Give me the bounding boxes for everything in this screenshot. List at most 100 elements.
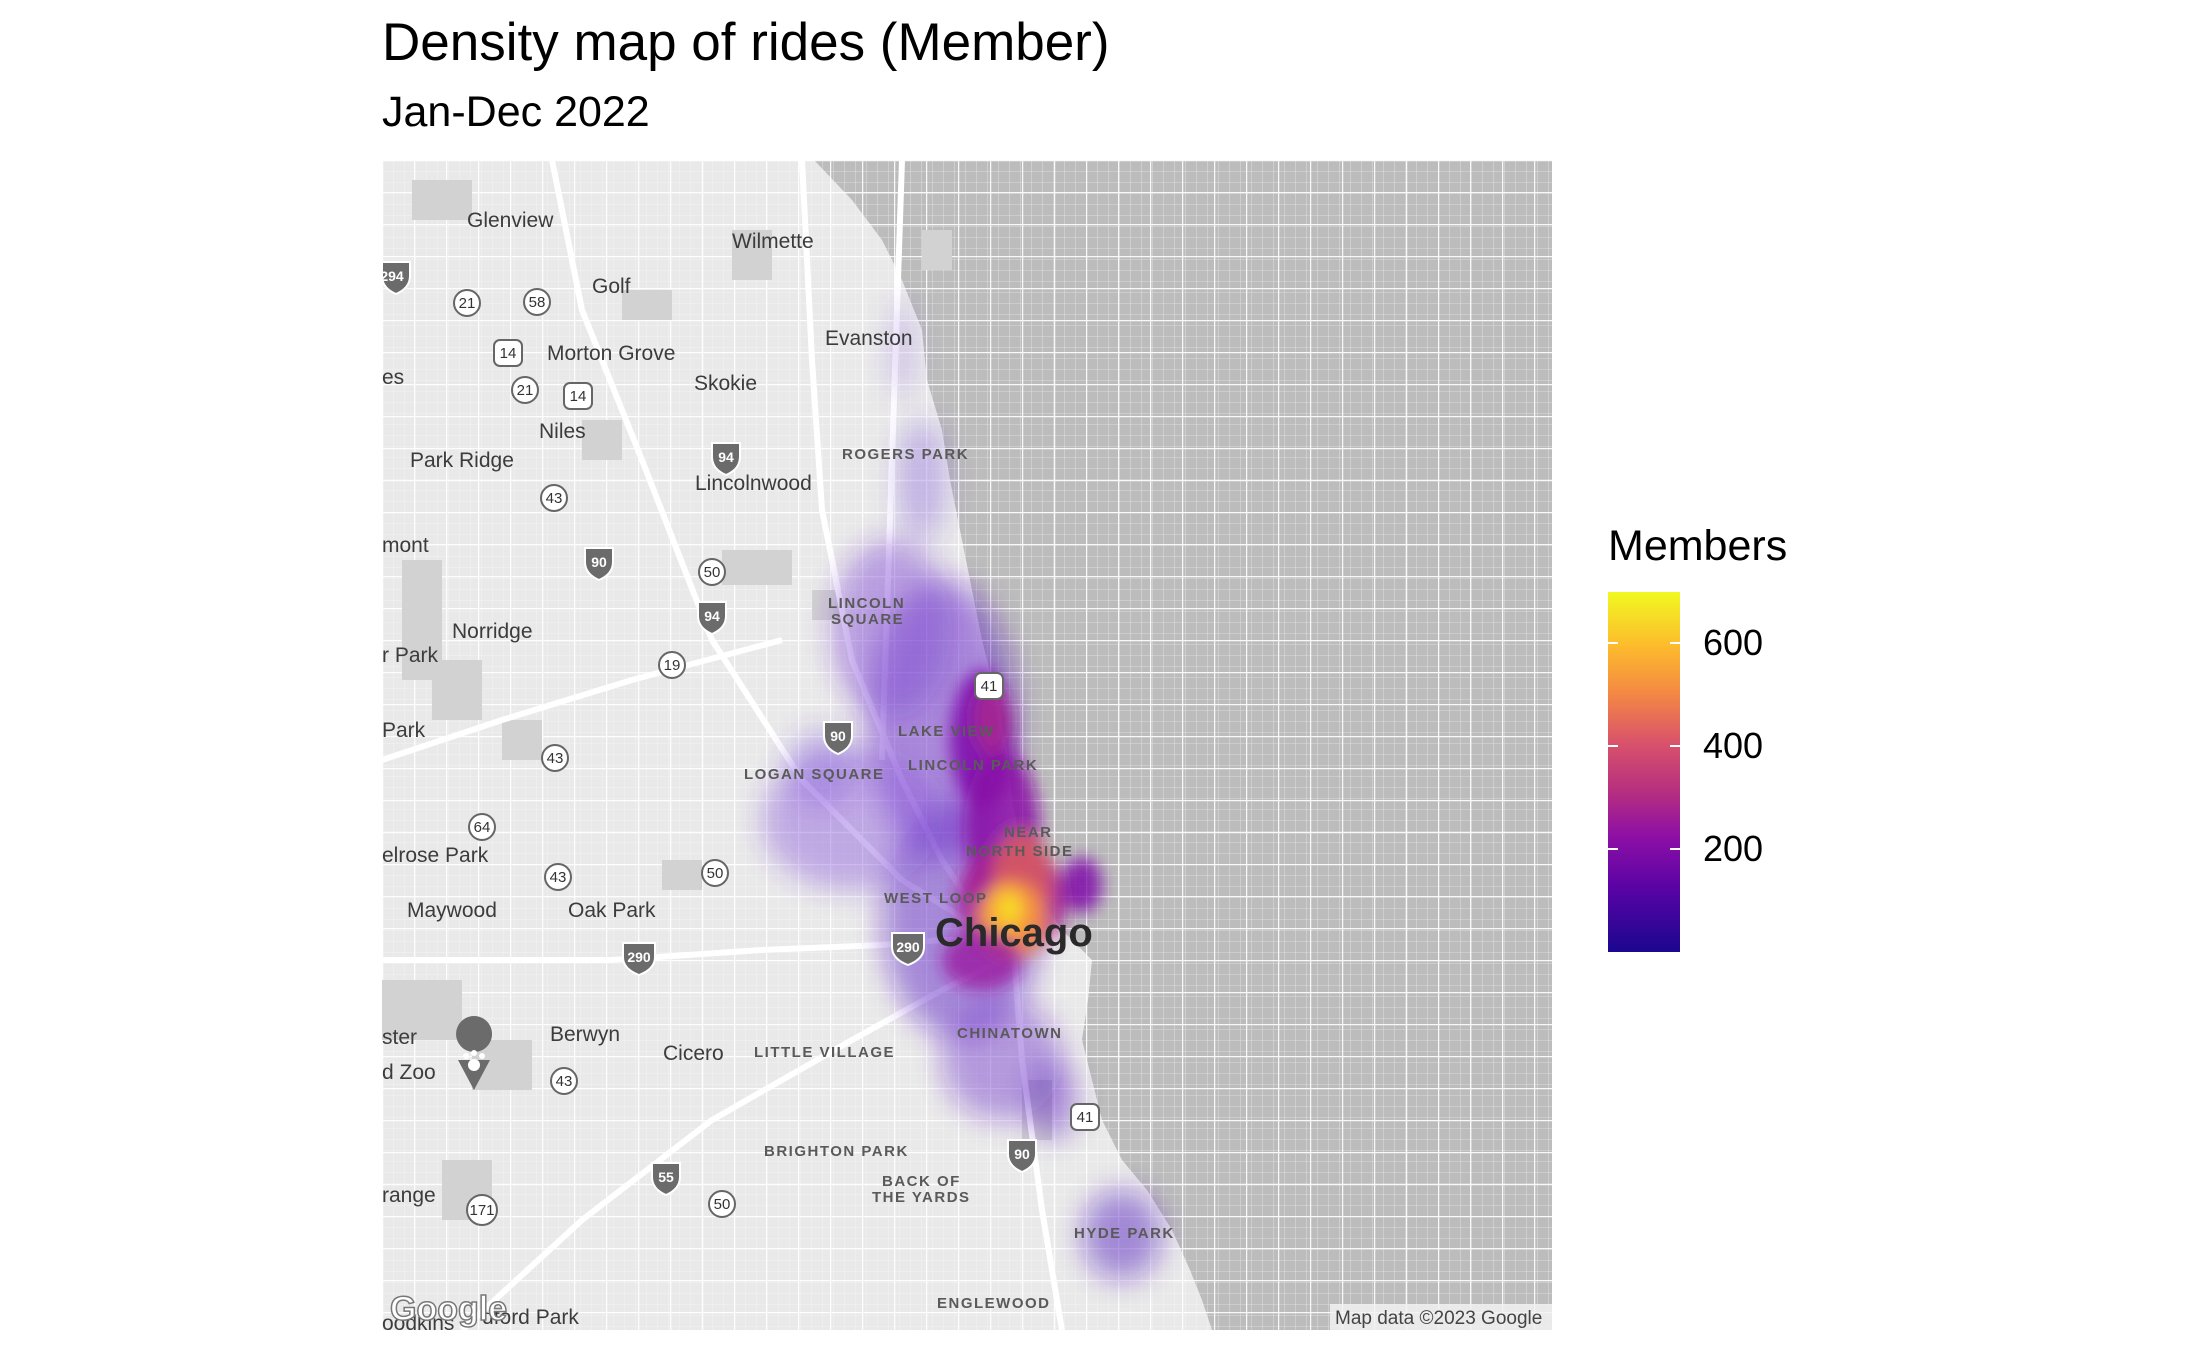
density-map[interactable]: Glenview Wilmette Golf Evanston Morton G…: [382, 160, 1552, 1330]
svg-text:14: 14: [500, 345, 517, 362]
neighborhood-label: ENGLEWOOD: [937, 1295, 1051, 1312]
legend-tick-mark: [1670, 642, 1680, 645]
interstate-shield: 55: [651, 1162, 681, 1197]
legend-tick-mark: [1670, 745, 1680, 748]
interstate-shield: 294: [382, 261, 411, 296]
zoo-pin-icon[interactable]: [456, 1016, 493, 1090]
neighborhood-label: NEAR: [1004, 824, 1053, 841]
svg-text:43: 43: [550, 869, 567, 886]
svg-text:55: 55: [658, 1169, 674, 1185]
svg-text:290: 290: [627, 949, 651, 965]
interstate-shield: 94: [711, 442, 741, 477]
route-shield: 58: [523, 288, 551, 316]
place-label: Lincolnwood: [695, 472, 812, 495]
place-label: es: [382, 366, 404, 389]
interstate-shield: 90: [1007, 1139, 1037, 1174]
place-label: Oak Park: [568, 899, 656, 922]
place-label: Skokie: [694, 372, 757, 395]
neighborhood-label: HYDE PARK: [1074, 1225, 1175, 1242]
place-label: r Park: [382, 644, 439, 667]
neighborhood-labels: ROGERS PARK LINCOLN SQUARE LAKE VIEW LIN…: [744, 446, 1175, 1312]
legend-tick-label: 400: [1703, 725, 1764, 767]
legend-tick-label: 200: [1703, 828, 1764, 870]
neighborhood-label: THE YARDS: [872, 1189, 971, 1206]
svg-text:90: 90: [591, 554, 607, 570]
svg-text:290: 290: [896, 939, 920, 955]
place-label: elrose Park: [382, 844, 489, 867]
route-shield: 171: [466, 1194, 498, 1226]
interstate-shields: 94 294 90 94 90 290 55 90 290: [382, 261, 1037, 1197]
place-label: d Zoo: [382, 1061, 436, 1084]
legend-tick-mark: [1670, 848, 1680, 851]
place-label: Niles: [539, 420, 586, 443]
svg-text:294: 294: [382, 268, 404, 284]
route-shield: 19: [658, 651, 686, 679]
svg-text:50: 50: [714, 1196, 731, 1213]
route-shield: 50: [708, 1190, 736, 1218]
google-logo[interactable]: Google: [389, 1289, 508, 1329]
place-label: dford Park: [482, 1306, 579, 1329]
svg-text:41: 41: [981, 678, 998, 695]
place-label: Park: [382, 719, 426, 742]
route-shield: 43: [544, 863, 572, 891]
place-label: Berwyn: [550, 1023, 620, 1046]
svg-text:94: 94: [718, 449, 734, 465]
attribution-bg: [1330, 1304, 1552, 1330]
route-shield: 43: [550, 1067, 578, 1095]
map-attribution[interactable]: Map data ©2023 Google: [1335, 1308, 1542, 1329]
legend-tick-label: 600: [1703, 622, 1764, 664]
place-label: oodkins: [382, 1312, 454, 1330]
place-label: Park Ridge: [410, 449, 514, 472]
chart-subtitle: Jan-Dec 2022: [382, 88, 650, 136]
neighborhood-label: LINCOLN: [828, 595, 905, 612]
neighborhood-label: NORTH SIDE: [966, 843, 1074, 860]
route-shield: 14: [493, 339, 523, 367]
place-labels: Glenview Wilmette Golf Evanston Morton G…: [382, 209, 1093, 1330]
neighborhood-label: WEST LOOP: [884, 890, 988, 907]
svg-text:64: 64: [474, 819, 491, 836]
neighborhood-label: LAKE VIEW: [898, 723, 995, 740]
route-shield: 50: [701, 859, 729, 887]
svg-text:50: 50: [707, 865, 724, 882]
place-label: Maywood: [407, 899, 497, 922]
neighborhood-label: CHINATOWN: [957, 1025, 1062, 1042]
place-label: Evanston: [825, 327, 913, 350]
interstate-shield: 290: [891, 932, 925, 967]
route-shield: 41: [974, 672, 1004, 700]
legend-tick-mark: [1608, 642, 1618, 645]
interstate-shield: 290: [622, 942, 656, 977]
svg-text:43: 43: [546, 490, 563, 507]
place-label: range: [382, 1184, 436, 1207]
neighborhood-label: LINCOLN PARK: [908, 757, 1038, 774]
route-shield: 21: [453, 289, 481, 317]
neighborhood-label: LOGAN SQUARE: [744, 766, 885, 783]
svg-text:171: 171: [469, 1202, 494, 1219]
neighborhood-label: BACK OF: [882, 1173, 961, 1190]
place-label: Wilmette: [732, 230, 814, 253]
neighborhood-label: SQUARE: [831, 611, 904, 628]
route-shield: 14: [563, 382, 593, 410]
route-shields: 21 58 14 21 14 43 50 19 43 64 50 43 43 5…: [453, 288, 1100, 1226]
place-label: Morton Grove: [547, 342, 675, 365]
svg-text:90: 90: [830, 728, 846, 744]
svg-text:19: 19: [664, 657, 681, 674]
place-label: ster: [382, 1026, 417, 1049]
interstate-shield: 90: [823, 721, 853, 756]
place-label: Golf: [592, 275, 631, 298]
route-shield: 43: [540, 484, 568, 512]
route-shield: 21: [511, 376, 539, 404]
interstate-shield: 90: [584, 547, 614, 582]
legend-title: Members: [1608, 522, 1788, 570]
svg-text:58: 58: [529, 294, 546, 311]
route-shield: 64: [468, 813, 496, 841]
neighborhood-label: BRIGHTON PARK: [764, 1143, 909, 1160]
svg-text:43: 43: [547, 750, 564, 767]
svg-text:90: 90: [1014, 1146, 1030, 1162]
neighborhood-label: ROGERS PARK: [842, 446, 969, 463]
legend-colorbar: [1608, 592, 1680, 952]
legend-tick-mark: [1608, 745, 1618, 748]
svg-text:41: 41: [1077, 1109, 1094, 1126]
density-layer: [762, 300, 1162, 1280]
svg-text:21: 21: [517, 382, 534, 399]
place-label: mont: [382, 534, 429, 557]
